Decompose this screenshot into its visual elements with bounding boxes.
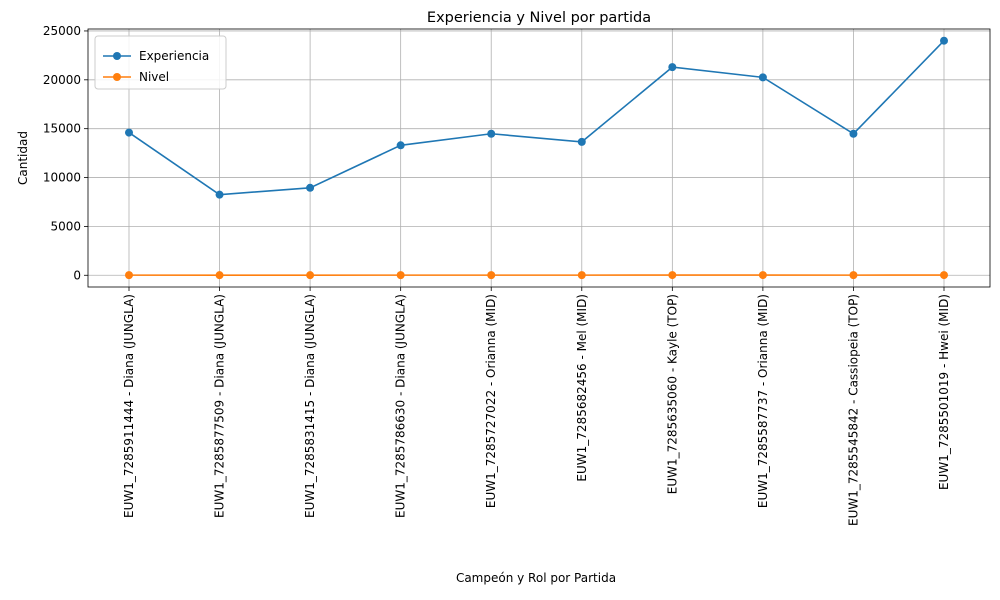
legend-label: Nivel [139,70,169,84]
legend-label: Experiencia [139,49,209,63]
y-axis-label: Cantidad [16,131,30,185]
data-point [487,271,496,280]
series-line [128,40,945,196]
series-nivel [125,271,948,280]
series-experiencia [125,36,948,199]
legend-swatch-marker [113,73,121,81]
plot-frame [87,28,991,288]
data-point [396,141,405,150]
legend-item: Experiencia [103,49,209,63]
x-tick-label: EUW1_7285727022 - Orianna (MID) [484,294,498,508]
x-tick-label: EUW1_7285911444 - Diana (JUNGLA) [122,294,136,518]
data-point [577,271,586,280]
legend-item: Nivel [103,70,169,84]
y-tick-label: 25000 [43,24,81,38]
data-point [125,271,133,280]
x-tick-label: EUW1_7285635060 - Kayle (TOP) [665,294,679,494]
data-point [849,129,858,138]
data-point [577,137,586,146]
x-tick-label: EUW1_7285786630 - Diana (JUNGLA) [394,294,408,518]
series-layer [125,36,948,280]
data-point [668,63,677,72]
data-point [758,73,767,82]
x-tick-label: EUW1_7285877509 - Diana (JUNGLA) [213,294,227,518]
data-point [125,128,133,137]
data-point [215,271,224,280]
x-axis: EUW1_7285911444 - Diana (JUNGLA) EUW1_728… [122,287,951,526]
data-point [668,271,677,280]
data-point [940,36,948,45]
data-point [306,183,315,192]
y-tick-label: 5000 [50,219,81,233]
x-tick-label: EUW1_7285831415 - Diana (JUNGLA) [303,294,317,518]
x-axis-label: Campeón y Rol por Partida [456,571,616,585]
data-point [306,271,315,280]
y-tick-label: 0 [73,268,81,282]
data-point [758,271,767,280]
y-tick-label: 15000 [43,122,81,136]
data-point [940,271,948,280]
y-tick-label: 10000 [43,171,81,185]
data-point [215,190,224,199]
y-axis: 0 5000 10000 15000 20000 25000 [43,24,88,282]
data-point [487,129,496,138]
legend: Experiencia Nivel [94,35,227,90]
x-tick-label: EUW1_7285501019 - Hwei (MID) [937,294,951,490]
x-tick-label: EUW1_7285682456 - Mel (MID) [575,294,589,482]
legend-frame [94,35,227,90]
y-tick-label: 20000 [43,73,81,87]
legend-swatch-marker [113,52,121,60]
data-point [396,271,405,280]
x-tick-label: EUW1_7285587737 - Orianna (MID) [756,294,770,508]
chart-title: Experiencia y Nivel por partida [427,10,651,26]
x-tick-label: EUW1_7285545842 - Cassiopeia (TOP) [846,294,860,526]
data-point [849,271,858,280]
